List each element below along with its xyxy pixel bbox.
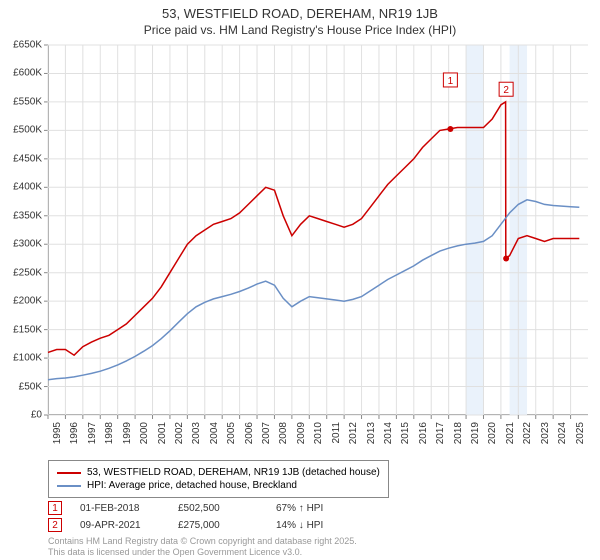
x-tick-label: 2021 <box>505 422 516 444</box>
y-tick-label: £50K <box>19 381 42 392</box>
x-axis-labels: 1995 1996 1997 1998 1999 2000 2001 2002 2003 2004… <box>48 418 588 458</box>
y-tick-label: £450K <box>13 153 42 164</box>
x-tick-label: 2014 <box>383 422 394 444</box>
plot-svg: 12 <box>48 45 588 415</box>
x-tick-label: 2024 <box>557 422 568 444</box>
sale-date: 09-APR-2021 <box>80 520 160 531</box>
x-tick-label: 1999 <box>122 422 133 444</box>
x-tick-label: 2019 <box>470 422 481 444</box>
legend-swatch <box>57 472 81 474</box>
legend: 53, WESTFIELD ROAD, DEREHAM, NR19 1JB (d… <box>48 460 389 498</box>
x-tick-label: 2015 <box>400 422 411 444</box>
title-block: 53, WESTFIELD ROAD, DEREHAM, NR19 1JB Pr… <box>0 0 600 37</box>
x-tick-label: 2011 <box>331 422 342 444</box>
sale-record: 2 09-APR-2021 £275,000 14% ↓ HPI <box>48 518 356 532</box>
x-tick-label: 2002 <box>174 422 185 444</box>
legend-label: 53, WESTFIELD ROAD, DEREHAM, NR19 1JB (d… <box>87 467 380 478</box>
x-tick-label: 2001 <box>157 422 168 444</box>
x-tick-label: 1997 <box>87 422 98 444</box>
y-tick-label: £650K <box>13 40 42 51</box>
x-tick-label: 1995 <box>52 422 63 444</box>
x-tick-label: 2025 <box>575 422 586 444</box>
legend-item: 53, WESTFIELD ROAD, DEREHAM, NR19 1JB (d… <box>57 467 380 478</box>
sale-price: £275,000 <box>178 520 258 531</box>
x-tick-label: 2013 <box>366 422 377 444</box>
y-tick-label: £600K <box>13 68 42 79</box>
sale-pct: 14% ↓ HPI <box>276 520 356 531</box>
x-tick-label: 2012 <box>348 422 359 444</box>
chart-container: 53, WESTFIELD ROAD, DEREHAM, NR19 1JB Pr… <box>0 0 600 560</box>
chart-subtitle: Price paid vs. HM Land Registry's House … <box>0 23 600 37</box>
svg-text:2: 2 <box>503 85 509 96</box>
sale-record: 1 01-FEB-2018 £502,500 67% ↑ HPI <box>48 501 356 515</box>
sale-pct: 67% ↑ HPI <box>276 503 356 514</box>
attribution-line: This data is licensed under the Open Gov… <box>48 547 357 558</box>
y-tick-label: £300K <box>13 239 42 250</box>
x-tick-label: 2004 <box>209 422 220 444</box>
sale-date: 01-FEB-2018 <box>80 503 160 514</box>
y-tick-label: £350K <box>13 210 42 221</box>
x-tick-label: 2009 <box>296 422 307 444</box>
y-tick-label: £250K <box>13 267 42 278</box>
y-tick-label: £150K <box>13 324 42 335</box>
x-tick-label: 1996 <box>69 422 80 444</box>
attribution: Contains HM Land Registry data © Crown c… <box>48 536 357 558</box>
y-axis-labels: £0£50K£100K£150K£200K£250K£300K£350K£400… <box>0 45 46 415</box>
legend-label: HPI: Average price, detached house, Brec… <box>87 480 297 491</box>
plot-area: 12 <box>48 45 588 415</box>
x-tick-label: 2007 <box>261 422 272 444</box>
sale-marker-icon: 2 <box>48 518 62 532</box>
y-tick-label: £200K <box>13 296 42 307</box>
legend-item: HPI: Average price, detached house, Brec… <box>57 480 380 491</box>
x-tick-label: 2022 <box>522 422 533 444</box>
sale-marker-icon: 1 <box>48 501 62 515</box>
x-tick-label: 2018 <box>453 422 464 444</box>
y-tick-label: £400K <box>13 182 42 193</box>
y-tick-label: £0 <box>31 410 42 421</box>
x-tick-label: 2008 <box>278 422 289 444</box>
attribution-line: Contains HM Land Registry data © Crown c… <box>48 536 357 547</box>
x-tick-label: 2005 <box>226 422 237 444</box>
legend-swatch <box>57 485 81 487</box>
x-tick-label: 2006 <box>244 422 255 444</box>
x-tick-label: 2010 <box>313 422 324 444</box>
x-tick-label: 2003 <box>191 422 202 444</box>
sale-records: 1 01-FEB-2018 £502,500 67% ↑ HPI 2 09-AP… <box>48 498 356 535</box>
y-tick-label: £100K <box>13 353 42 364</box>
x-tick-label: 1998 <box>104 422 115 444</box>
x-tick-label: 2000 <box>139 422 150 444</box>
chart-title: 53, WESTFIELD ROAD, DEREHAM, NR19 1JB <box>0 6 600 21</box>
x-tick-label: 2017 <box>435 422 446 444</box>
y-tick-label: £500K <box>13 125 42 136</box>
x-tick-label: 2020 <box>487 422 498 444</box>
x-tick-label: 2016 <box>418 422 429 444</box>
y-tick-label: £550K <box>13 96 42 107</box>
svg-text:1: 1 <box>448 76 454 87</box>
x-tick-label: 2023 <box>540 422 551 444</box>
sale-price: £502,500 <box>178 503 258 514</box>
